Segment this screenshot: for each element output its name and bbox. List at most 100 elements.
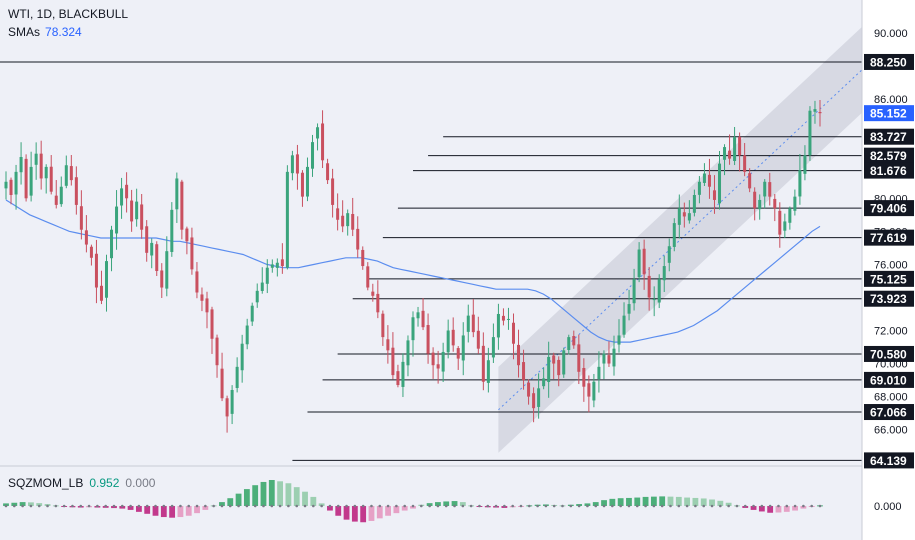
- candle-body: [104, 261, 109, 298]
- candle-body: [331, 178, 335, 205]
- momentum-zero-dot: [494, 504, 498, 508]
- momentum-bar: [626, 497, 632, 506]
- candle-body: [748, 173, 752, 189]
- momentum-bar: [675, 496, 682, 506]
- level-tag-bg: [864, 147, 914, 164]
- candle-body: [441, 351, 445, 372]
- candle-body: [461, 335, 465, 361]
- candle-body: [532, 393, 536, 409]
- price-tick-label: 76.000: [874, 259, 908, 271]
- channel-band: [498, 26, 862, 453]
- level-tag: 81.676: [870, 164, 907, 178]
- candlesticks: [4, 100, 822, 433]
- momentum-bar: [335, 506, 342, 516]
- candle-body: [235, 366, 239, 389]
- momentum-zero-dot: [21, 504, 24, 508]
- candle-body: [270, 264, 274, 268]
- candle-body: [517, 344, 521, 366]
- level-tag: 83.727: [870, 130, 907, 144]
- momentum-zero-dot: [87, 504, 91, 508]
- momentum-zero-dot: [46, 504, 49, 508]
- price-axis[interactable]: [862, 0, 915, 540]
- candle-body: [255, 290, 259, 303]
- candle-body: [707, 174, 711, 187]
- candle-body: [54, 195, 58, 205]
- momentum-zero-dot: [96, 504, 99, 508]
- candle-body: [145, 226, 149, 253]
- momentum-bar: [758, 506, 765, 512]
- momentum-zero-dot: [328, 504, 332, 508]
- oscillator-label: SQZMOM_LB: [8, 476, 84, 490]
- candle-body: [622, 315, 626, 335]
- candle-body: [486, 360, 490, 383]
- momentum-zero-dot: [212, 504, 215, 508]
- momentum-bar: [725, 502, 732, 506]
- symbol-legend[interactable]: WTI, 1D, BLACKBULL: [8, 6, 128, 22]
- momentum-zero-dot: [793, 504, 797, 508]
- momentum-zero-dot: [735, 504, 739, 508]
- last-price-tag-bg: [864, 105, 914, 122]
- candle-body: [582, 367, 586, 387]
- candle-body: [733, 137, 737, 161]
- candle-body: [476, 330, 480, 349]
- momentum-bar: [783, 506, 790, 512]
- momentum-bar: [451, 501, 458, 506]
- candle-body: [366, 266, 370, 288]
- candle-body: [788, 208, 792, 223]
- candle-body: [728, 150, 732, 159]
- candle-body: [743, 155, 747, 172]
- candle-body: [401, 361, 405, 387]
- candle-body: [230, 389, 234, 414]
- momentum-zero-dot: [727, 504, 730, 508]
- candle-body: [4, 181, 8, 189]
- sma-legend[interactable]: SMAs 78.324: [8, 24, 82, 40]
- momentum-zero-dot: [253, 504, 257, 508]
- candle-body: [552, 355, 556, 364]
- candle-body: [436, 364, 440, 369]
- momentum-bar: [202, 506, 209, 510]
- momentum-zero-dot: [777, 504, 780, 508]
- candle-body: [642, 248, 646, 275]
- candle-body: [135, 201, 139, 220]
- momentum-zero-dot: [685, 504, 689, 508]
- level-tag-bg: [864, 452, 914, 469]
- oscillator-legend[interactable]: SQZMOM_LB 0.952 0.000: [8, 475, 155, 491]
- candle-body: [426, 325, 430, 354]
- level-tag: 82.579: [870, 149, 907, 163]
- momentum-bar: [426, 503, 433, 506]
- momentum-bar: [401, 506, 408, 511]
- momentum-zero-dot: [527, 504, 531, 508]
- candle-body: [250, 305, 254, 322]
- candle-body: [723, 147, 727, 160]
- momentum-bar: [36, 503, 43, 506]
- candle-body: [607, 355, 611, 364]
- momentum-bar: [219, 502, 225, 506]
- candle-body: [712, 190, 716, 200]
- candle-body: [446, 330, 450, 353]
- level-tag-bg: [864, 162, 914, 179]
- candle-body: [34, 153, 38, 165]
- candle-body: [657, 279, 661, 303]
- level-tag-bg: [864, 200, 914, 217]
- momentum-zero-dot: [245, 504, 249, 508]
- momentum-bar: [435, 502, 441, 506]
- candle-body: [49, 166, 53, 192]
- candle-body: [411, 317, 415, 341]
- level-tag-bg: [864, 128, 914, 145]
- momentum-zero-dot: [619, 504, 622, 508]
- candle-body: [386, 339, 390, 351]
- candle-body: [225, 398, 229, 417]
- momentum-zero-dot: [503, 504, 506, 508]
- candle-body: [326, 163, 330, 181]
- candle-body: [808, 110, 812, 156]
- candle-body: [29, 166, 33, 196]
- momentum-bar: [393, 506, 400, 514]
- candle-body: [481, 345, 485, 382]
- candle-body: [557, 359, 561, 376]
- candle-body: [64, 165, 68, 186]
- level-tag: 70.580: [870, 347, 907, 361]
- candle-body: [175, 178, 179, 210]
- candle-body: [783, 221, 787, 231]
